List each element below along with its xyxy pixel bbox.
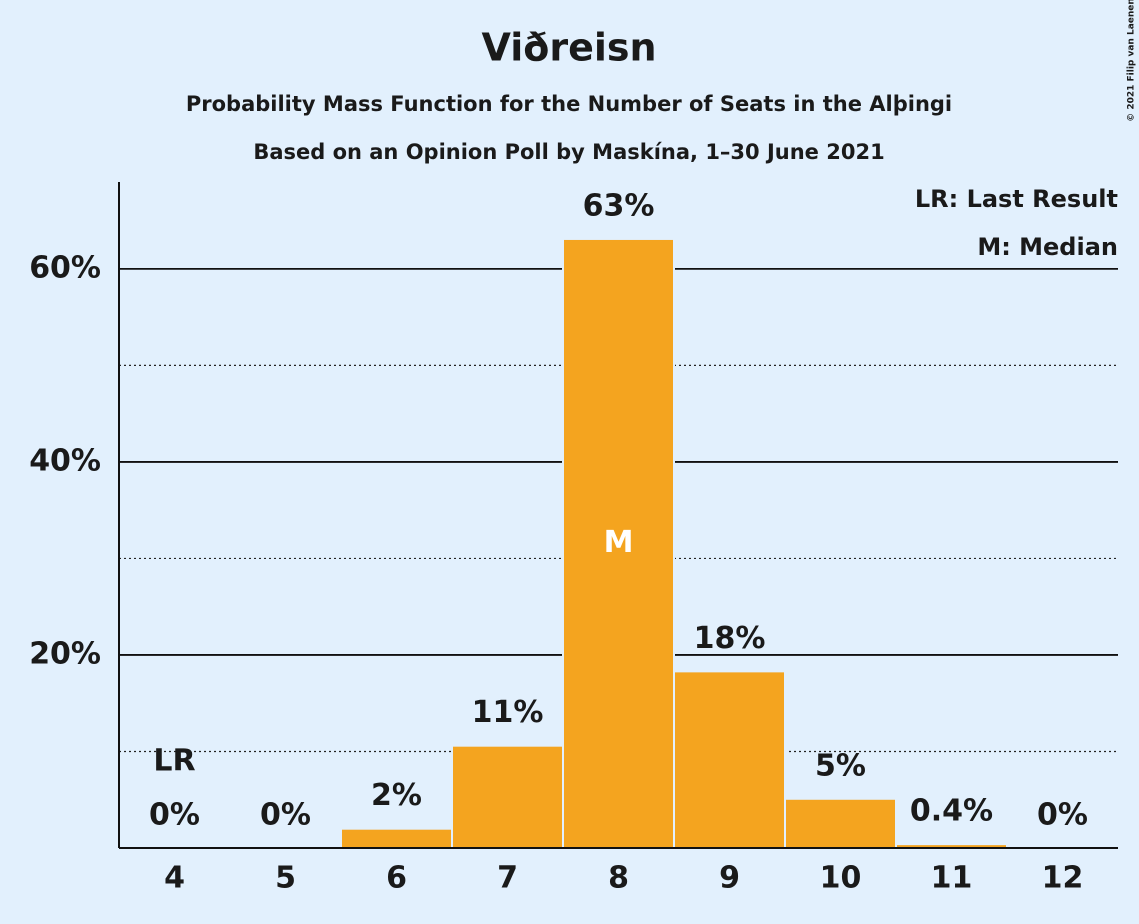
legend-entry: LR: Last Result: [915, 185, 1118, 213]
y-tick-label: 20%: [29, 636, 101, 671]
value-label: 5%: [815, 748, 866, 783]
y-tick-label: 40%: [29, 443, 101, 478]
bar: [784, 797, 897, 850]
bar: [340, 827, 453, 850]
annotation: LR: [153, 744, 195, 779]
chart-title: Viðreisn: [481, 26, 656, 70]
x-tick-label: 7: [497, 861, 518, 896]
value-label: 63%: [583, 188, 655, 223]
credit: © 2021 Filip van Laenen: [1127, 0, 1137, 122]
legend-entry: M: Median: [977, 233, 1118, 261]
bar: [451, 744, 564, 849]
x-tick-label: 11: [931, 861, 973, 896]
value-label: 0%: [260, 798, 311, 833]
x-tick-label: 10: [820, 861, 862, 896]
x-tick-label: 9: [719, 861, 740, 896]
x-tick-label: 5: [275, 861, 296, 896]
value-label: 18%: [694, 621, 766, 656]
value-label: 11%: [472, 695, 544, 730]
value-label: 2%: [371, 778, 422, 813]
x-tick-label: 8: [608, 861, 629, 896]
annotation: M: [604, 525, 634, 560]
bar: [562, 237, 675, 850]
bar: [673, 670, 786, 850]
value-label: 0%: [149, 798, 200, 833]
value-label: 0.4%: [910, 794, 993, 829]
value-label: 0%: [1037, 798, 1088, 833]
x-tick-label: 6: [386, 861, 407, 896]
x-tick-label: 4: [164, 861, 185, 896]
y-tick-label: 60%: [29, 250, 101, 285]
chart-subtitle: Based on an Opinion Poll by Maskína, 1–3…: [253, 140, 884, 164]
x-tick-label: 12: [1042, 861, 1084, 896]
chart-subtitle: Probability Mass Function for the Number…: [186, 92, 952, 116]
